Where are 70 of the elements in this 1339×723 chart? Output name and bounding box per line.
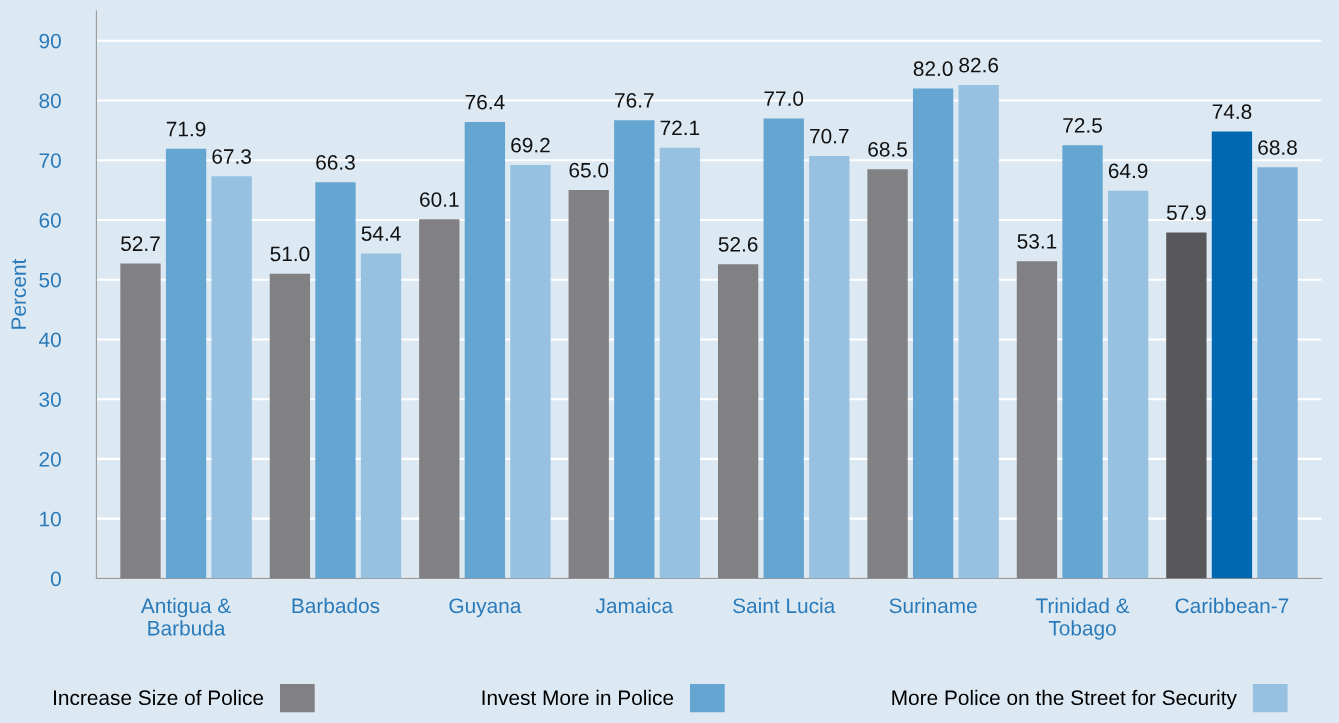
data-label: 57.9 [1166, 205, 1206, 221]
bar [1062, 145, 1103, 579]
bar [1166, 232, 1207, 579]
data-label: 71.9 [166, 121, 206, 137]
bar [269, 273, 311, 579]
data-label: 52.6 [718, 236, 758, 252]
y-tick-label: 0 [50, 571, 61, 587]
legend-label: Invest More in Police [482, 689, 674, 706]
bar [360, 253, 402, 579]
bar [912, 88, 954, 579]
data-label: 69.2 [511, 137, 550, 153]
data-label: 68.5 [868, 141, 907, 157]
data-label: 51.0 [270, 246, 310, 262]
y-tick-label: 50 [39, 272, 61, 288]
legend-label: More Police on the Street for Security [892, 689, 1237, 710]
x-tick-label: Jamaica [595, 597, 674, 614]
data-label: 52.7 [121, 236, 160, 252]
bar [763, 118, 804, 579]
x-tick-label: Antigua & Barbuda [140, 597, 231, 636]
bar [659, 147, 701, 579]
bar [867, 169, 908, 579]
data-label: 60.1 [420, 192, 459, 207]
data-label: 66.3 [316, 155, 355, 170]
data-label: 76.7 [615, 92, 654, 108]
bar [211, 176, 252, 579]
bar [614, 120, 655, 579]
bar [1257, 167, 1298, 579]
data-label: 77.0 [764, 91, 804, 106]
bar [809, 156, 850, 579]
x-tick-label: Saint Lucia [733, 597, 836, 614]
bar [419, 219, 460, 579]
bar [1107, 190, 1149, 579]
y-tick-label: 10 [40, 511, 61, 527]
x-tick-label: Barbados [292, 597, 380, 614]
bar [1016, 261, 1058, 579]
y-tick-label: 20 [39, 451, 61, 467]
y-axis-title: Percent [11, 258, 27, 329]
bar [958, 84, 999, 579]
bar [1211, 131, 1253, 579]
x-tick-label: Caribbean-7 [1175, 597, 1289, 614]
y-tick-label: 70 [39, 153, 61, 168]
data-label: 72.5 [1063, 118, 1102, 133]
data-label: 64.9 [1108, 163, 1148, 179]
data-label: 53.1 [1017, 233, 1057, 249]
data-label: 72.1 [660, 120, 700, 135]
data-label: 67.3 [212, 149, 251, 164]
data-label: 76.4 [465, 94, 505, 110]
legend-label: Increase Size of Police [54, 689, 264, 706]
data-label: 82.6 [959, 57, 999, 73]
y-tick-label: 30 [39, 392, 61, 407]
y-tick-label: 90 [39, 33, 61, 49]
y-tick-label: 80 [39, 93, 61, 109]
bar [510, 164, 551, 579]
bar [120, 263, 161, 579]
bar [464, 121, 506, 579]
data-label: 65.0 [569, 162, 609, 178]
x-tick-label: Trinidad & Tobago [1035, 597, 1130, 640]
bar [315, 182, 356, 579]
bar [165, 148, 207, 579]
data-label: 82.0 [913, 61, 953, 77]
bar [717, 264, 759, 579]
data-label: 68.8 [1258, 140, 1297, 155]
data-label: 74.8 [1212, 104, 1252, 120]
y-tick-label: 40 [38, 332, 61, 348]
x-tick-label: Guyana [449, 598, 522, 618]
data-label: 54.4 [361, 226, 401, 241]
x-tick-label: Suriname [889, 597, 977, 614]
bar [568, 190, 609, 579]
data-label: 70.7 [810, 128, 849, 144]
y-tick-label: 60 [39, 212, 61, 228]
